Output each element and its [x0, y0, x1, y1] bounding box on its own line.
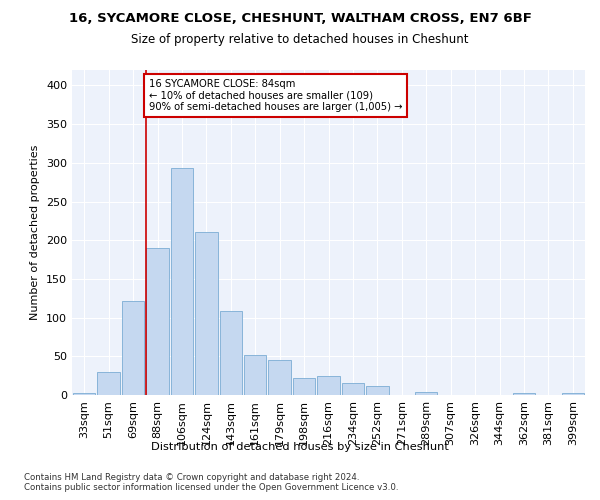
- Bar: [244, 355, 266, 395]
- Bar: [366, 386, 389, 395]
- Bar: [146, 248, 169, 395]
- Bar: [293, 378, 316, 395]
- Bar: [341, 382, 364, 395]
- Bar: [317, 376, 340, 395]
- Bar: [415, 392, 437, 395]
- Bar: [195, 232, 218, 395]
- Bar: [122, 300, 145, 395]
- Y-axis label: Number of detached properties: Number of detached properties: [31, 145, 40, 320]
- Text: Distribution of detached houses by size in Cheshunt: Distribution of detached houses by size …: [151, 442, 449, 452]
- Bar: [73, 392, 95, 395]
- Bar: [512, 392, 535, 395]
- Bar: [220, 310, 242, 395]
- Text: 16 SYCAMORE CLOSE: 84sqm
← 10% of detached houses are smaller (109)
90% of semi-: 16 SYCAMORE CLOSE: 84sqm ← 10% of detach…: [149, 80, 402, 112]
- Bar: [170, 168, 193, 395]
- Bar: [268, 360, 291, 395]
- Text: Size of property relative to detached houses in Cheshunt: Size of property relative to detached ho…: [131, 32, 469, 46]
- Text: 16, SYCAMORE CLOSE, CHESHUNT, WALTHAM CROSS, EN7 6BF: 16, SYCAMORE CLOSE, CHESHUNT, WALTHAM CR…: [68, 12, 532, 26]
- Bar: [562, 392, 584, 395]
- Bar: [97, 372, 120, 395]
- Text: Contains HM Land Registry data © Crown copyright and database right 2024.
Contai: Contains HM Land Registry data © Crown c…: [24, 472, 398, 492]
